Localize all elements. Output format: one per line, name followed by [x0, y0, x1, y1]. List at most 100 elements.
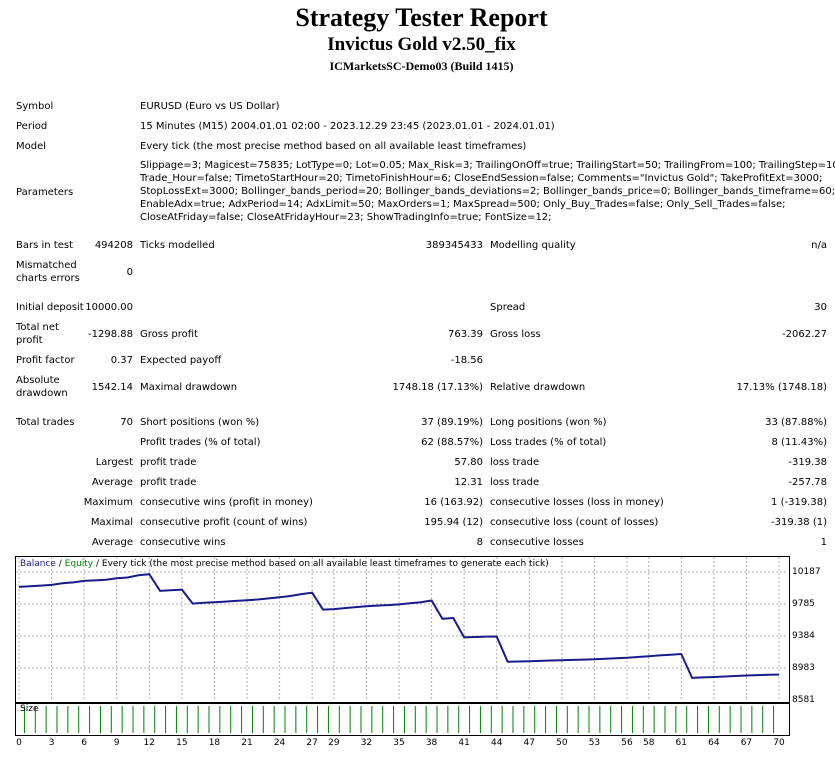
x-tick-label: 6	[81, 738, 88, 748]
largest-loss-label: loss trade	[490, 457, 540, 468]
x-tick-label: 32	[360, 738, 373, 748]
avg-label: Average	[91, 537, 133, 548]
x-tick-label: 61	[675, 738, 688, 748]
largest-label: Largest	[95, 457, 133, 468]
average-loss-label: loss trade	[490, 477, 540, 488]
period-label: Period	[16, 121, 48, 132]
symbol-label: Symbol	[16, 101, 54, 112]
largest-profit-value: 57.80	[454, 457, 483, 468]
reldd-label: Relative drawdown	[490, 382, 586, 393]
x-tick-label: 38	[425, 738, 438, 748]
mismatch-label-1: Mismatched	[16, 260, 77, 271]
payoff-value: -18.56	[450, 355, 483, 366]
avg-wins-value: 8	[476, 537, 483, 548]
y-tick-label: 9384	[792, 631, 815, 641]
grossloss-value: -2062.27	[782, 329, 827, 340]
long-label: Long positions (won %)	[490, 417, 607, 428]
report-title: Strategy Tester Report	[295, 3, 548, 32]
avg-wins-label: consecutive wins	[140, 537, 226, 548]
x-tick-label: 58	[642, 738, 655, 748]
average-label: Average	[91, 477, 133, 488]
x-tick-label: 9	[113, 738, 120, 748]
y-tick-label: 9785	[792, 599, 815, 610]
x-tick-label: 50	[556, 738, 568, 748]
netprofit-label-1: Total net	[16, 322, 59, 333]
absdd-value: 1542.14	[91, 382, 133, 393]
ltrades-label: Loss trades (% of total)	[490, 437, 607, 448]
legend-sep: /	[55, 559, 65, 569]
x-tick-label: 47	[523, 738, 536, 748]
x-tick-label: 41	[458, 738, 470, 748]
x-tick-label: 0	[16, 738, 22, 748]
ltrades-value: 8 (11.43%)	[771, 437, 827, 448]
grossloss-label: Gross loss	[490, 329, 541, 340]
quality-label: Modelling quality	[490, 240, 576, 251]
ticks-label: Ticks modelled	[140, 240, 215, 251]
maximal-profit-value: 195.94 (12)	[424, 517, 483, 528]
x-tick-label: 64	[708, 738, 720, 748]
y-tick-label: 10187	[792, 567, 821, 577]
legend-balance: Balance	[20, 559, 56, 569]
short-label: Short positions (won %)	[140, 417, 260, 428]
x-tick-label: 21	[241, 738, 253, 748]
max-losses-label: consecutive losses (loss in money)	[490, 497, 664, 508]
short-value: 37 (89.19%)	[421, 417, 483, 428]
maximal-loss-label: consecutive loss (count of losses)	[490, 517, 659, 528]
pf-value: 0.37	[110, 355, 133, 366]
server-build: ICMarketsSC-Demo03 (Build 1415)	[329, 59, 514, 73]
avg-losses-value: 1	[820, 537, 827, 548]
absdd-label-2: drawdown	[16, 388, 68, 399]
average-loss-value: -257.78	[788, 477, 827, 488]
x-tick-label: 24	[273, 738, 286, 748]
x-tick-label: 44	[490, 738, 503, 748]
x-tick-label: 67	[740, 738, 753, 748]
x-tick-label: 53	[588, 738, 601, 748]
legend-method: / Every tick (the most precise method ba…	[93, 559, 549, 569]
deposit-value: 10000.00	[85, 302, 133, 313]
maxdd-label: Maximal drawdown	[140, 382, 238, 393]
trades-label: Total trades	[16, 417, 75, 428]
x-tick-label: 35	[393, 738, 405, 748]
x-tick-label: 18	[208, 738, 221, 748]
x-tick-label: 56	[621, 738, 633, 748]
max-wins-label: consecutive wins (profit in money)	[140, 497, 313, 508]
deposit-label: Initial deposit	[16, 302, 84, 313]
average-profit-value: 12.31	[454, 477, 483, 488]
ptrades-value: 62 (88.57%)	[421, 437, 483, 448]
maxdd-value: 1748.18 (17.13%)	[392, 382, 483, 393]
pf-label: Profit factor	[16, 355, 75, 366]
x-tick-label: 15	[176, 738, 188, 748]
netprofit-label-2: profit	[16, 335, 43, 346]
x-tick-label: 3	[48, 738, 55, 748]
netprofit-value: -1298.88	[88, 329, 133, 340]
balance-line	[18, 573, 780, 679]
quality-value: n/a	[811, 240, 827, 251]
y-tick-label: 8983	[792, 662, 815, 673]
x-tick-label: 70	[773, 738, 785, 748]
balance-chart	[15, 556, 790, 703]
largest-loss-value: -319.38	[788, 457, 827, 468]
mismatch-value: 0	[126, 267, 133, 278]
model-value: Every tick (the most precise method base…	[140, 141, 527, 152]
max-losses-value: 1 (-319.38)	[771, 497, 827, 508]
parameters-value: Slippage=3; Magicest=75835; LotType=0; L…	[140, 160, 835, 223]
absdd-label-1: Absolute	[16, 375, 60, 386]
avg-losses-label: consecutive losses	[490, 537, 584, 548]
ptrades-label: Profit trades (% of total)	[140, 437, 261, 448]
largest-profit-label: profit trade	[140, 457, 197, 468]
model-label: Model	[16, 141, 47, 152]
maximal-profit-label: consecutive profit (count of wins)	[140, 517, 308, 528]
chart-legend: Balance / Equity / Every tick (the most …	[20, 558, 549, 570]
bars-label: Bars in test	[16, 240, 73, 251]
average-profit-label: profit trade	[140, 477, 197, 488]
y-tick-label: 8581	[792, 695, 815, 705]
spread-value: 30	[814, 302, 827, 313]
x-tick-label: 12	[143, 738, 156, 748]
x-tick-label: 27	[306, 738, 318, 748]
grossprofit-label: Gross profit	[140, 329, 198, 340]
maximum-label: Maximum	[83, 497, 133, 508]
long-value: 33 (87.88%)	[765, 417, 827, 428]
payoff-label: Expected payoff	[140, 355, 222, 366]
reldd-value: 17.13% (1748.18)	[736, 382, 827, 393]
grossprofit-value: 763.39	[448, 329, 483, 340]
